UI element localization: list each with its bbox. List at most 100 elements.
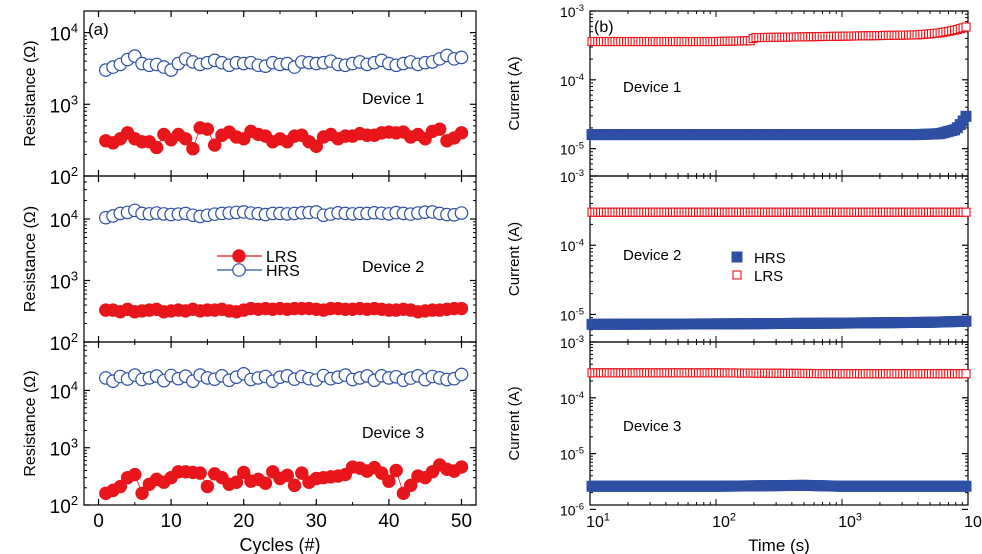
data-point-lrs — [200, 479, 215, 494]
panel-a-y-axis-label: Resistance (Ω) — [22, 370, 39, 476]
panel-b-y-tick-label-exponent: -4 — [576, 237, 585, 248]
data-point-lrs — [193, 466, 207, 480]
panel-a-x-tick-label: 40 — [378, 511, 399, 532]
panel-b-x-tick-label-mantissa: 10 — [712, 514, 730, 531]
panel-a-y-tick-label: 103 — [50, 92, 78, 117]
device-label: Device 2 — [362, 259, 424, 276]
data-point-lrs — [186, 142, 200, 156]
data-point-lrs — [200, 122, 215, 136]
legend-label-hrs: HRS — [266, 263, 300, 280]
data-point-lrs — [961, 22, 971, 32]
panel-a-y-tick-label-mantissa: 10 — [50, 440, 71, 461]
data-point-lrs — [258, 476, 273, 490]
panel-a-y-tick-label: 104 — [50, 378, 78, 403]
legend-marker-lrs — [232, 249, 246, 263]
series-hrs — [98, 367, 469, 388]
panel-a-x-tick-label: 0 — [93, 511, 104, 532]
data-point-lrs — [382, 474, 396, 488]
panel-b-y-tick-label: 10-5 — [560, 307, 584, 324]
data-point-hrs — [454, 367, 469, 382]
data-point-lrs — [389, 463, 403, 478]
panel-b-y-tick-label-mantissa: 10 — [560, 447, 576, 463]
series-lrs — [587, 22, 971, 47]
panel-a-y-tick-label-exponent: 4 — [71, 378, 78, 393]
panel-b-y-tick-label-mantissa: 10 — [560, 307, 576, 323]
panel-b-y-tick-label-mantissa: 10 — [560, 169, 576, 185]
data-point-lrs — [149, 140, 164, 155]
panel-a-x-tick-label: 20 — [233, 511, 254, 532]
data-point-lrs — [961, 207, 971, 217]
panel-a-x-tick-label: 50 — [451, 511, 472, 532]
panel-b-y-tick-label: 10-4 — [560, 72, 585, 89]
series-lrs — [99, 458, 469, 501]
panel-b-y-tick-label-exponent: -5 — [576, 141, 584, 152]
data-point-lrs — [433, 122, 447, 136]
series-hrs — [586, 110, 972, 141]
data-point-lrs — [113, 479, 127, 494]
panel-a-y-tick-label-exponent: 3 — [71, 269, 78, 284]
panel-a-y-tick-label-mantissa: 10 — [50, 497, 71, 518]
panel-b-y-tick-label-exponent: -5 — [576, 446, 584, 457]
panel-b-y-tick-label: 10-6 — [560, 502, 584, 519]
panel-b-x-tick-label: 103 — [838, 511, 862, 531]
series-hrs — [98, 203, 469, 225]
panel-b-x-tick-label-mantissa: 10 — [964, 514, 982, 531]
legend-label-hrs: HRS — [754, 250, 786, 267]
device-label: Device 3 — [623, 418, 681, 435]
panel-a-y-tick-label-mantissa: 10 — [50, 168, 71, 189]
panel-b-y-tick-label: 10-5 — [560, 141, 584, 158]
data-point-lrs — [961, 369, 971, 379]
data-point-lrs — [287, 478, 302, 493]
panel-b-y-tick-label-mantissa: 10 — [560, 335, 576, 351]
panel-b-y-tick-label-mantissa: 10 — [560, 238, 576, 254]
legend-marker-lrs — [732, 270, 742, 280]
data-point-lrs — [237, 465, 251, 480]
series-lrs — [587, 368, 971, 379]
panel-a-y-tick-label-mantissa: 10 — [50, 272, 71, 293]
series-hrs — [98, 48, 469, 77]
data-point-lrs — [403, 478, 418, 493]
legend-label-lrs: LRS — [754, 268, 783, 285]
panel-b-y-axis-label: Current (A) — [506, 386, 523, 460]
panel-b-y-tick-label: 10-3 — [560, 168, 584, 185]
legend-label-lrs: LRS — [266, 249, 297, 266]
data-point-lrs — [295, 466, 309, 480]
panel-b-label: (b) — [594, 19, 614, 36]
panel-a-y-tick-label: 102 — [50, 330, 78, 355]
panel-a-y-tick-label: 104 — [50, 207, 78, 232]
panel-b-y-tick-label-mantissa: 10 — [560, 502, 576, 518]
panel-b-x-tick-label-exponent: 1 — [604, 511, 610, 523]
panel-a-x-tick-label: 10 — [161, 511, 182, 532]
panel-a-y-tick-label-mantissa: 10 — [50, 382, 71, 403]
data-point-hrs — [960, 110, 972, 122]
panel-a-y-tick-label-mantissa: 10 — [50, 96, 71, 117]
panel-b-x-tick-label: 102 — [712, 511, 736, 531]
panel-a-y-tick-label-mantissa: 10 — [50, 25, 71, 46]
panel-a-y-tick-label-exponent: 3 — [71, 436, 78, 451]
panel-b-y-tick-label-exponent: -4 — [576, 72, 585, 83]
panel-b-x-axis-label: Time (s) — [748, 536, 810, 554]
data-point-hrs — [960, 480, 972, 492]
data-point-lrs — [454, 460, 469, 474]
data-point-lrs — [229, 475, 244, 489]
panel-b-y-tick-label-mantissa: 10 — [560, 391, 576, 407]
panel-a-y-tick-label: 102 — [50, 493, 78, 518]
panel-b-y-tick-label: 10-3 — [560, 3, 584, 20]
device-label: Device 2 — [623, 247, 681, 264]
data-point-lrs — [135, 486, 149, 501]
panel-b-y-tick-label: 10-3 — [560, 334, 584, 351]
panel-a-x-axis-label: Cycles (#) — [239, 535, 320, 554]
panel-a-y-tick-label-exponent: 2 — [71, 164, 78, 179]
panel-a-y-tick-label-mantissa: 10 — [50, 334, 71, 355]
series-lrs — [99, 121, 469, 156]
data-point-lrs — [454, 126, 469, 140]
panel-a-y-tick-label-mantissa: 10 — [50, 211, 71, 232]
panel-b-y-tick-label: 10-5 — [560, 446, 584, 463]
